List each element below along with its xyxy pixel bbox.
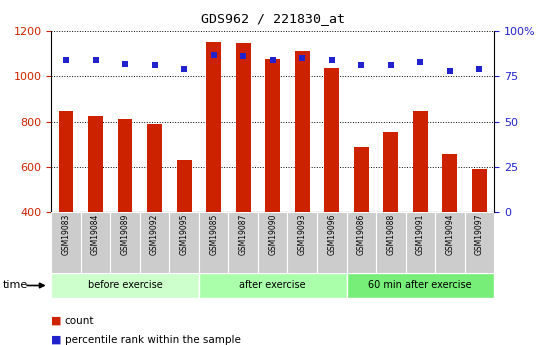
Text: before exercise: before exercise — [87, 280, 163, 290]
Text: ■: ■ — [51, 316, 65, 326]
Bar — [206, 42, 221, 212]
Bar — [354, 147, 369, 212]
Bar — [59, 111, 73, 212]
Bar — [383, 132, 398, 212]
Text: GSM19091: GSM19091 — [416, 214, 425, 255]
Point — [357, 63, 366, 68]
Point — [91, 57, 100, 63]
Bar — [147, 124, 162, 212]
Point — [62, 57, 70, 63]
Text: 60 min after exercise: 60 min after exercise — [368, 280, 472, 290]
Text: GSM19083: GSM19083 — [62, 214, 71, 255]
Text: GSM19089: GSM19089 — [120, 214, 130, 255]
Text: percentile rank within the sample: percentile rank within the sample — [65, 335, 241, 345]
Bar — [347, 212, 376, 273]
Point — [446, 68, 454, 74]
Bar — [51, 273, 199, 298]
Text: GSM19095: GSM19095 — [180, 214, 188, 256]
Text: GSM19088: GSM19088 — [386, 214, 395, 255]
Bar — [376, 212, 406, 273]
Text: after exercise: after exercise — [239, 280, 306, 290]
Text: GSM19086: GSM19086 — [357, 214, 366, 255]
Bar — [287, 212, 317, 273]
Bar — [442, 155, 457, 212]
Text: GSM19087: GSM19087 — [239, 214, 248, 255]
Text: time: time — [3, 280, 28, 290]
Bar — [258, 212, 287, 273]
Bar — [472, 169, 487, 212]
Text: ■: ■ — [51, 335, 65, 345]
Point — [239, 54, 247, 59]
Text: GSM19092: GSM19092 — [150, 214, 159, 255]
Text: GSM19085: GSM19085 — [209, 214, 218, 255]
Bar — [464, 212, 494, 273]
Bar — [295, 51, 309, 212]
Bar — [265, 59, 280, 212]
Point — [210, 52, 218, 57]
Point — [298, 56, 307, 61]
Point — [327, 57, 336, 63]
Bar — [177, 160, 192, 212]
Text: GSM19097: GSM19097 — [475, 214, 484, 256]
Text: GSM19090: GSM19090 — [268, 214, 277, 256]
Point — [268, 57, 277, 63]
Bar — [199, 273, 347, 298]
Bar — [51, 212, 81, 273]
Text: GSM19096: GSM19096 — [327, 214, 336, 256]
Point — [475, 66, 484, 72]
Bar — [406, 212, 435, 273]
Point — [180, 66, 188, 72]
Bar — [88, 116, 103, 212]
Bar — [199, 212, 228, 273]
Text: GSM19093: GSM19093 — [298, 214, 307, 256]
Bar — [228, 212, 258, 273]
Bar — [81, 212, 110, 273]
Bar — [236, 43, 251, 212]
Text: GSM19094: GSM19094 — [446, 214, 454, 256]
Bar — [140, 212, 170, 273]
Text: GDS962 / 221830_at: GDS962 / 221830_at — [201, 12, 345, 25]
Point — [121, 61, 130, 67]
Point — [150, 63, 159, 68]
Bar — [317, 212, 347, 273]
Text: GSM19084: GSM19084 — [91, 214, 100, 255]
Bar — [170, 212, 199, 273]
Bar — [413, 111, 428, 212]
Point — [416, 59, 424, 65]
Text: count: count — [65, 316, 94, 326]
Bar — [118, 119, 132, 212]
Point — [387, 63, 395, 68]
Bar — [325, 68, 339, 212]
Bar — [110, 212, 140, 273]
Bar — [347, 273, 494, 298]
Bar — [435, 212, 464, 273]
